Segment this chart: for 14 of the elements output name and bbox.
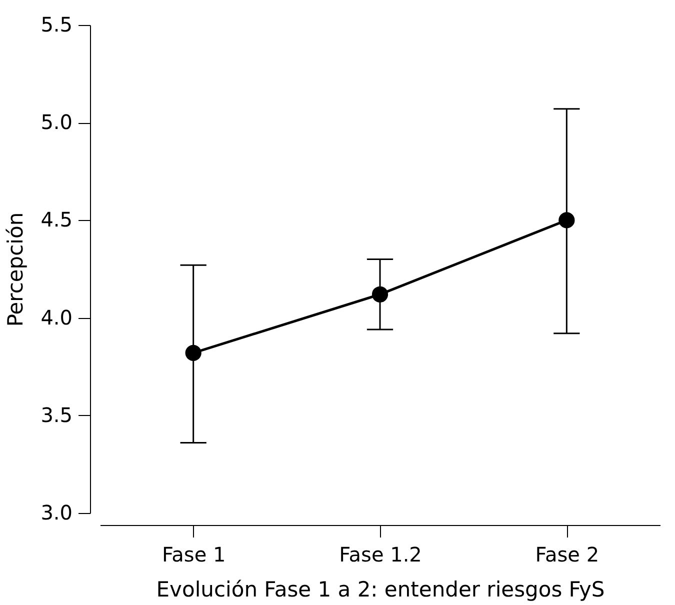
- x-axis-title: Evolución Fase 1 a 2: entender riesgos FyS: [156, 578, 605, 602]
- y-tick-label: 4.5: [40, 208, 72, 232]
- y-tick-label: 3.5: [40, 402, 72, 427]
- point: [372, 286, 388, 302]
- point: [185, 344, 202, 361]
- y-tick-label: 5.0: [40, 110, 72, 134]
- x-tick-label: Fase 1: [162, 542, 226, 566]
- y-tick-label: 3.0: [40, 500, 72, 524]
- x-tick-label: Fase 2: [535, 542, 600, 566]
- y-axis-title: Percepción: [4, 212, 28, 327]
- point: [558, 212, 575, 228]
- y-tick-label: 5.5: [40, 12, 72, 36]
- x-tick-label: Fase 1.2: [339, 542, 422, 566]
- y-tick-label: 4.0: [40, 305, 72, 330]
